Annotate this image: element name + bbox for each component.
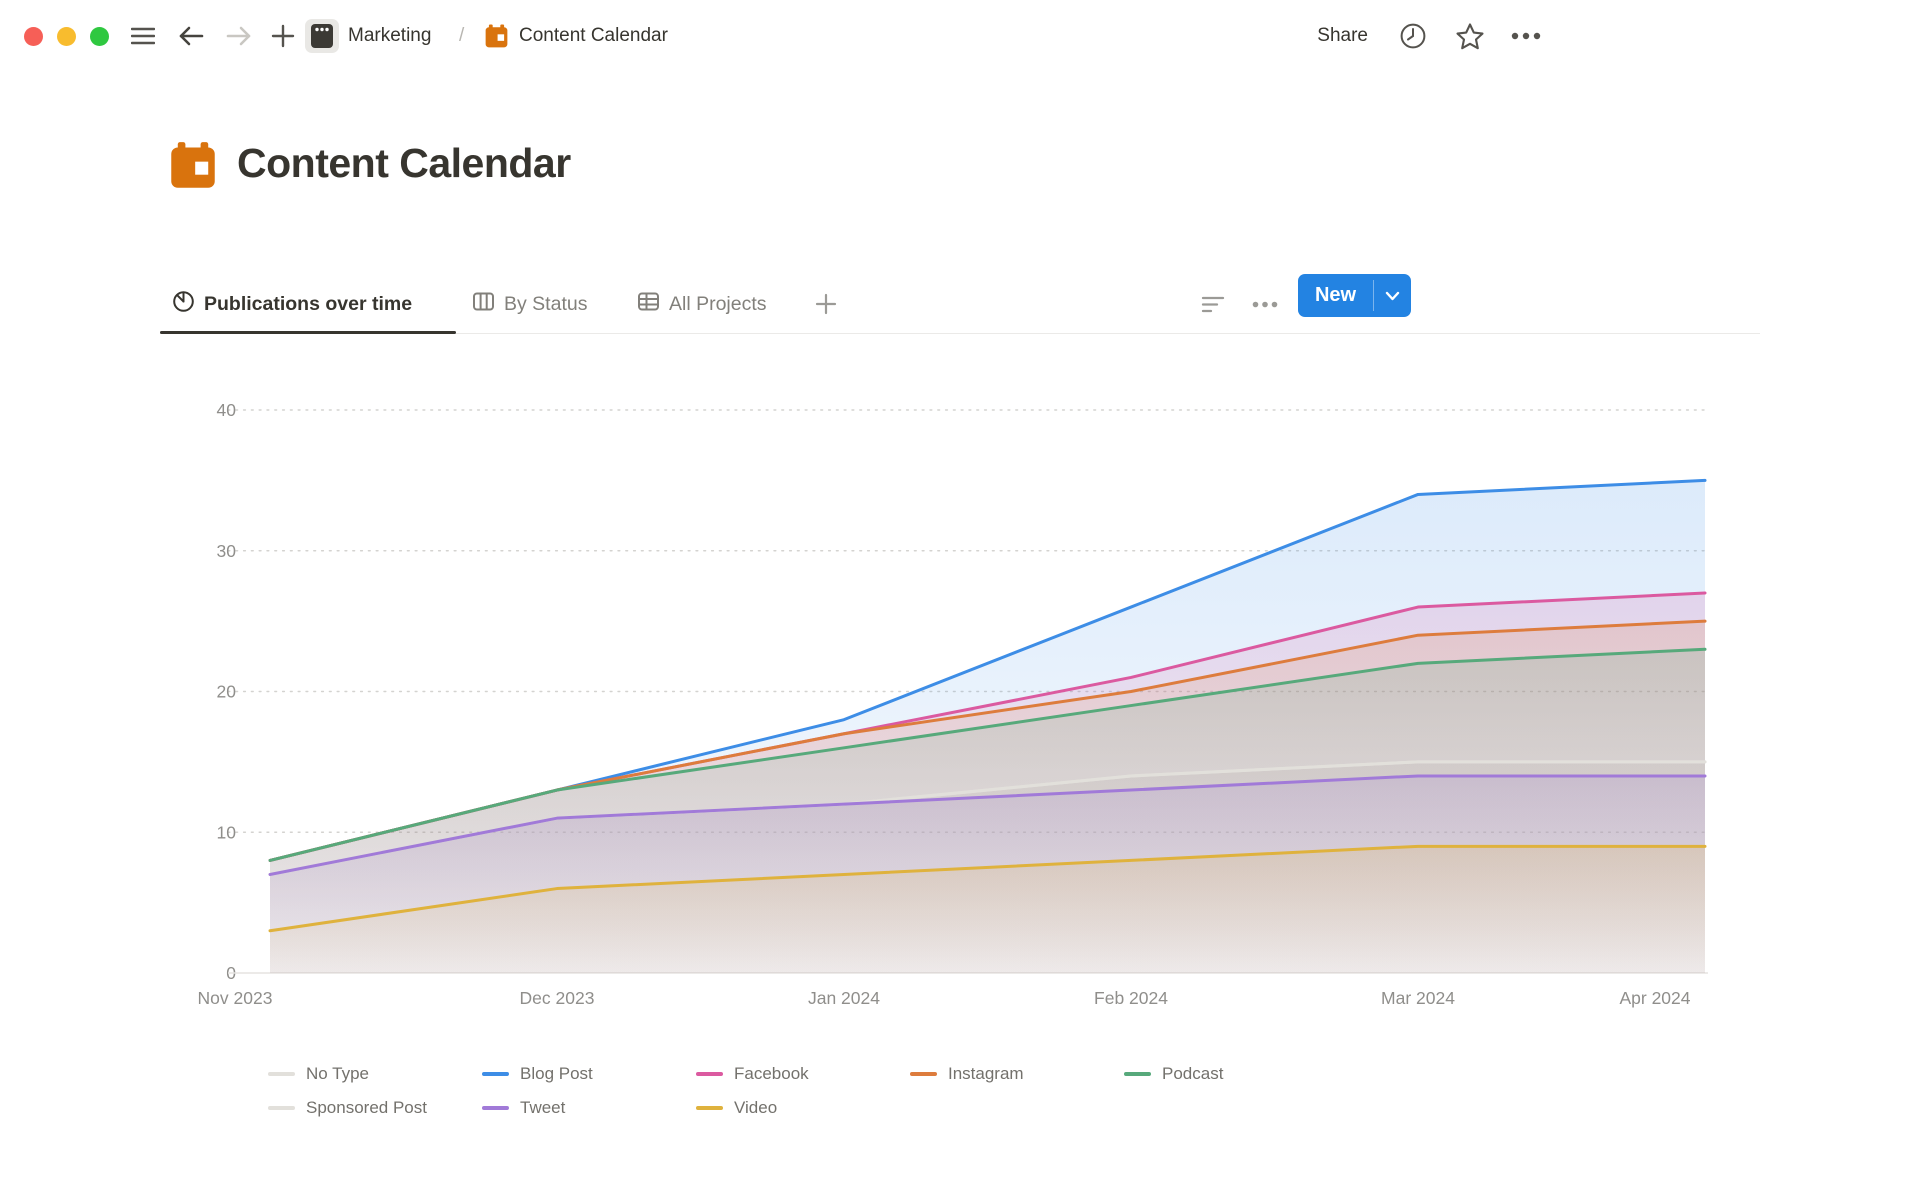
sidebar-menu-icon[interactable]	[128, 0, 158, 72]
tabs-divider	[160, 333, 1760, 334]
chart-view-icon	[172, 290, 195, 318]
y-axis-tick: 30	[217, 541, 237, 561]
legend-item-sponsored-post[interactable]: Sponsored Post	[268, 1094, 482, 1122]
y-axis-tick: 20	[217, 682, 237, 702]
legend-label: Instagram	[948, 1064, 1024, 1083]
filter-sort-icon[interactable]	[1200, 276, 1226, 332]
page-title: Content Calendar	[237, 140, 571, 186]
forward-icon[interactable]	[224, 0, 254, 72]
legend-item-facebook[interactable]: Facebook	[696, 1060, 910, 1088]
tab-label: By Status	[504, 292, 588, 315]
legend-swatch	[1124, 1072, 1151, 1076]
y-axis-tick: 40	[217, 400, 237, 420]
x-axis-tick: Feb 2024	[1094, 988, 1168, 1008]
back-icon[interactable]	[176, 0, 206, 72]
view-tabs-row: Publications over time By Status All Pro…	[160, 276, 1760, 334]
table-view-icon	[637, 290, 660, 318]
new-dropdown-chevron[interactable]	[1374, 274, 1411, 317]
tab-publications-over-time[interactable]: Publications over time	[172, 276, 412, 332]
legend-label: Blog Post	[520, 1064, 593, 1083]
tab-label: Publications over time	[204, 292, 413, 315]
publications-chart: 0 10 20 30 40 Nov 2023 Dec 2023 Jan 2024 Feb 202…	[160, 388, 1720, 1020]
tab-label: All Projects	[669, 292, 767, 315]
breadcrumb-page[interactable]: Content Calendar	[519, 25, 668, 46]
workspace-page-icon[interactable]	[304, 0, 340, 72]
favorite-star-icon[interactable]	[1452, 0, 1488, 72]
legend-label: Podcast	[1162, 1064, 1224, 1083]
legend-item-instagram[interactable]: Instagram	[910, 1060, 1124, 1088]
legend-item-podcast[interactable]: Podcast	[1124, 1060, 1338, 1088]
legend-swatch	[482, 1072, 509, 1076]
more-options-icon[interactable]	[1508, 0, 1544, 72]
zoom-window-button[interactable]	[90, 27, 109, 46]
legend-label: Facebook	[734, 1064, 809, 1083]
page-title-calendar-icon[interactable]	[168, 141, 218, 196]
legend-label: Video	[734, 1098, 778, 1117]
legend-item-tweet[interactable]: Tweet	[482, 1094, 696, 1122]
close-window-button[interactable]	[24, 27, 43, 46]
new-button-label[interactable]: New	[1314, 284, 1357, 306]
chart-legend: No Type Blog Post Facebook Instagram Podcast…	[268, 1060, 1448, 1122]
series-line-video	[268, 844, 1707, 933]
legend-label: Sponsored Post	[306, 1098, 427, 1117]
x-axis-tick: Dec 2023	[520, 988, 595, 1008]
board-view-icon	[472, 290, 495, 318]
x-axis-tick: Nov 2023	[198, 988, 273, 1008]
page-calendar-icon	[481, 0, 511, 72]
x-axis-tick: Jan 2024	[808, 988, 880, 1008]
share-button[interactable]: Share	[1317, 25, 1368, 46]
legend-item-video[interactable]: Video	[696, 1094, 910, 1122]
legend-item-no-type[interactable]: No Type	[268, 1060, 482, 1088]
legend-swatch	[268, 1106, 295, 1110]
active-tab-underline	[160, 331, 456, 334]
x-axis-tick: Mar 2024	[1381, 988, 1455, 1008]
legend-item-blog-post[interactable]: Blog Post	[482, 1060, 696, 1088]
y-axis-tick: 10	[217, 822, 237, 842]
window-titlebar: Marketing / Content Calendar Share	[0, 0, 1920, 72]
tab-by-status[interactable]: By Status	[472, 276, 587, 332]
updates-clock-icon[interactable]	[1396, 0, 1430, 72]
legend-swatch	[910, 1072, 937, 1076]
x-axis-tick: Apr 2024	[1619, 988, 1690, 1008]
breadcrumb-separator: /	[459, 25, 465, 46]
minimize-window-button[interactable]	[57, 27, 76, 46]
series-line-podcast	[268, 647, 1707, 862]
legend-swatch	[482, 1106, 509, 1110]
breadcrumb-workspace[interactable]: Marketing	[348, 25, 432, 46]
legend-label: Tweet	[520, 1098, 566, 1117]
view-options-icon[interactable]	[1252, 276, 1278, 332]
new-page-plus-icon[interactable]	[268, 0, 298, 72]
legend-label: No Type	[306, 1064, 370, 1083]
series-line-tweet	[268, 774, 1707, 876]
legend-swatch	[696, 1072, 723, 1076]
legend-swatch	[696, 1106, 723, 1110]
legend-swatch	[268, 1072, 295, 1076]
add-view-button[interactable]	[815, 276, 837, 332]
new-button[interactable]: New	[1298, 274, 1411, 317]
new-button-divider	[1373, 280, 1374, 311]
tab-all-projects[interactable]: All Projects	[637, 276, 767, 332]
